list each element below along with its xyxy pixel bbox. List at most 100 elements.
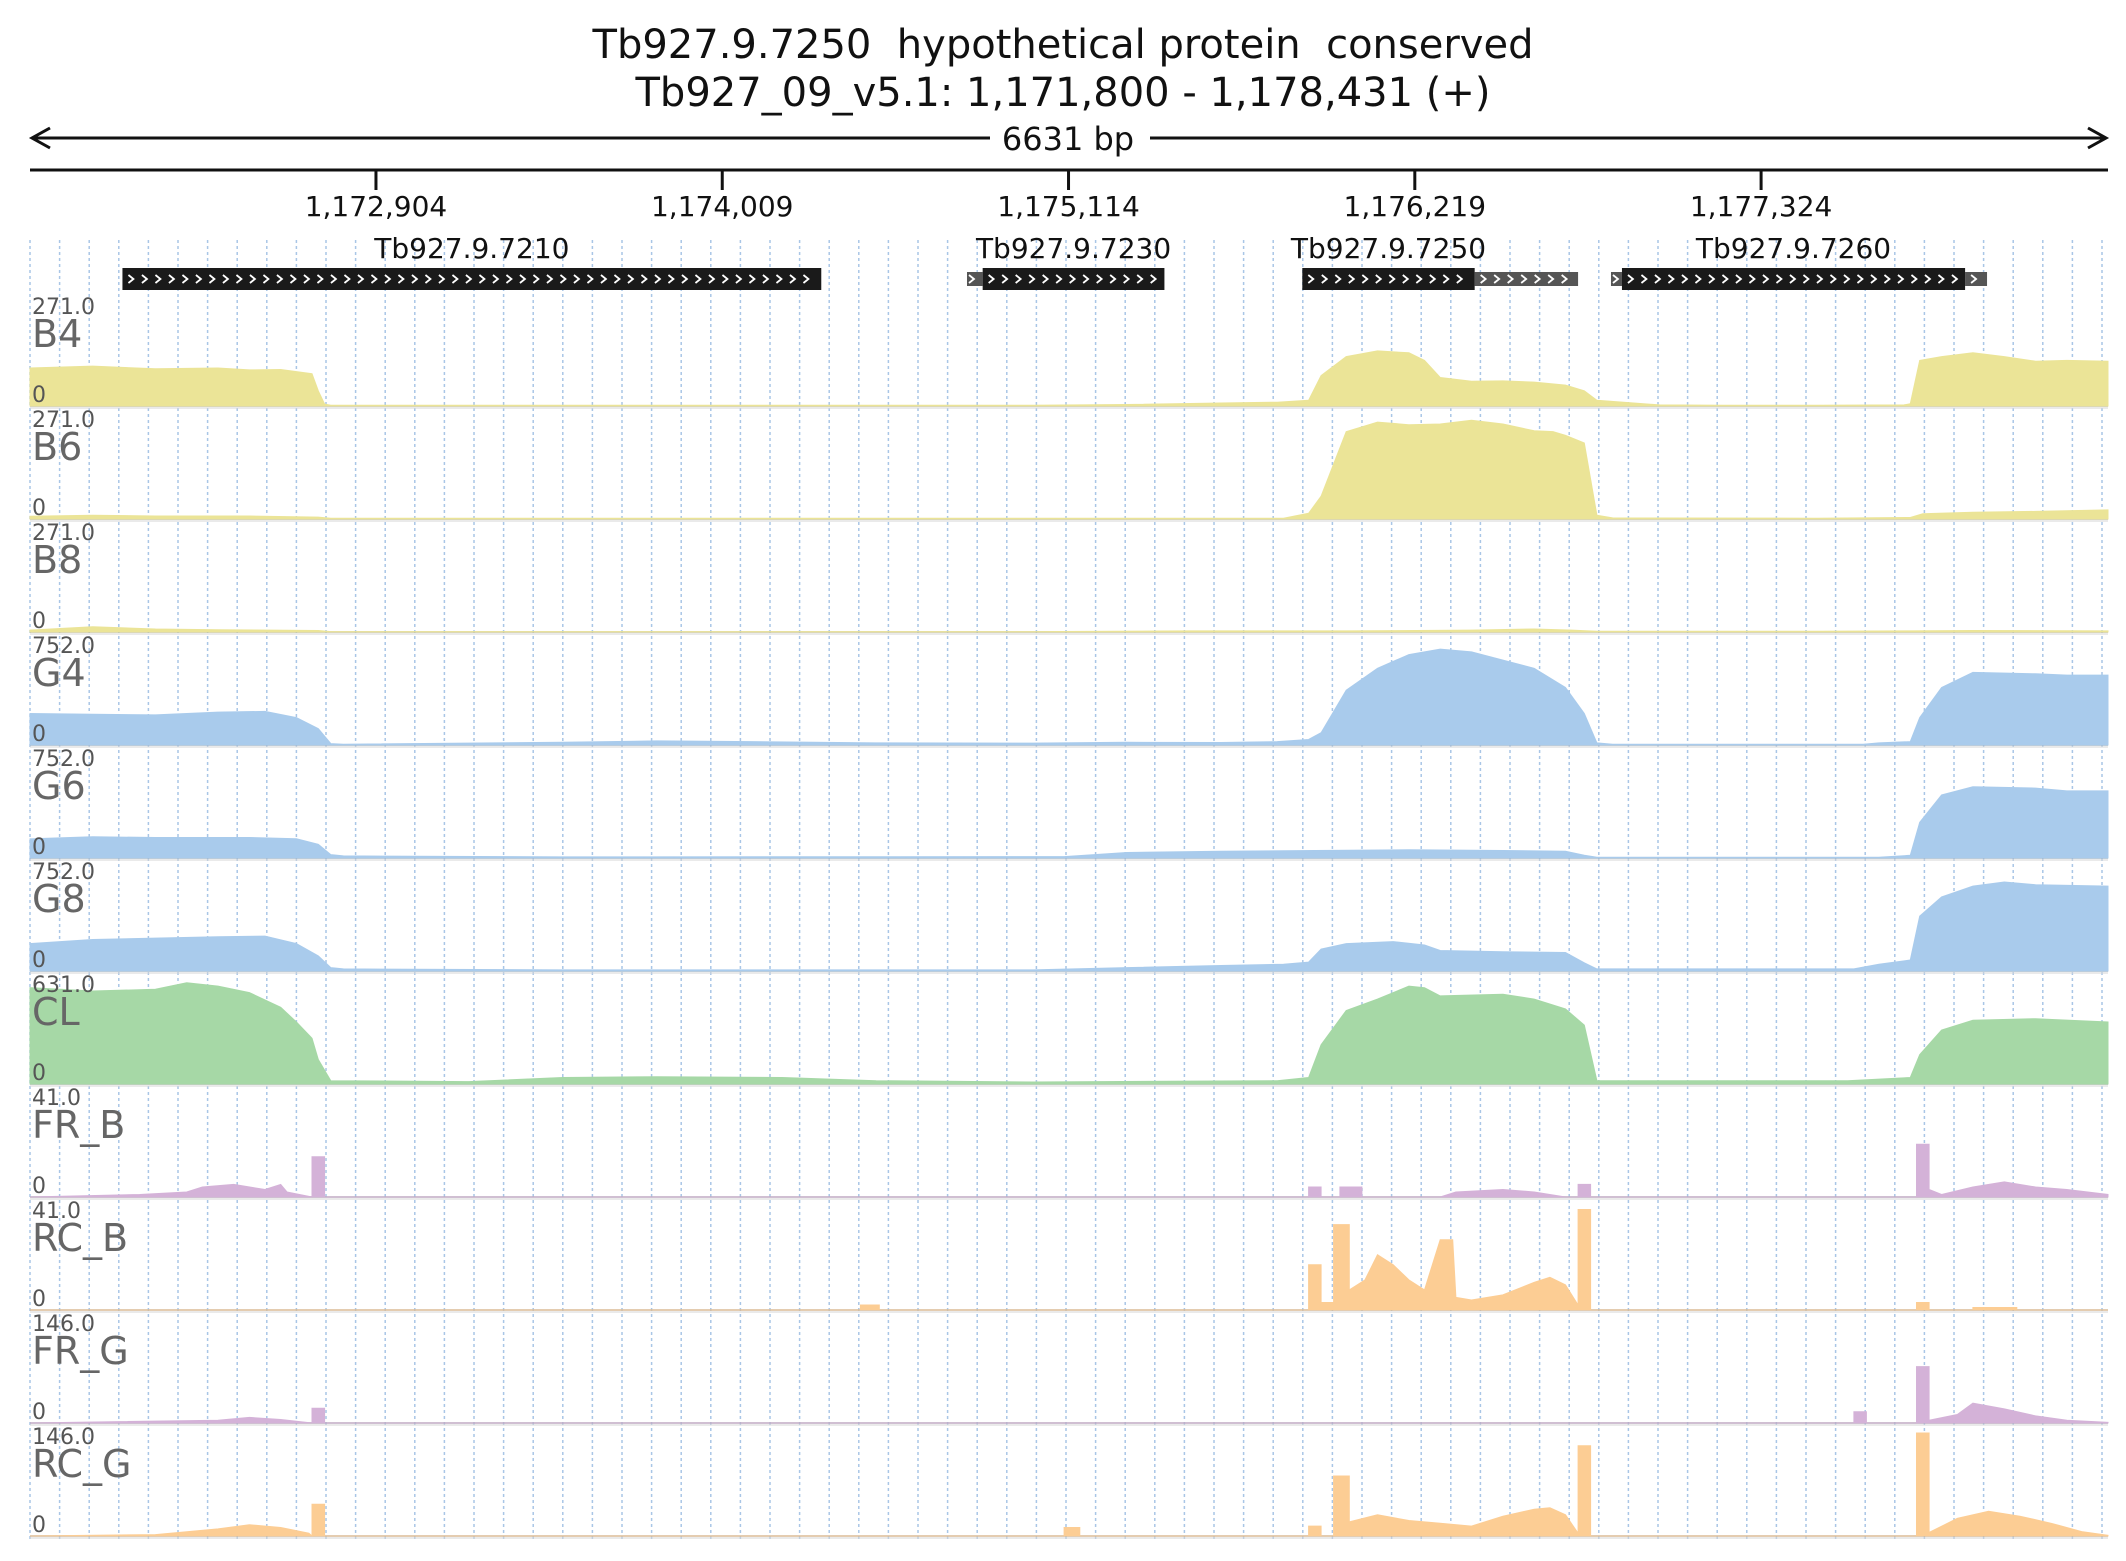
coordinate-ruler: 1,172,904 1,174,009 1,175,114 1,176,219 1,17… xyxy=(30,168,2108,223)
track-b6: 271.0B6 0 xyxy=(29,408,2109,522)
strand-chevron xyxy=(262,274,270,284)
strand-chevron xyxy=(505,274,513,284)
strand-chevron xyxy=(559,274,567,284)
grid-lines xyxy=(29,240,2103,1539)
track-max-label: 41.0 xyxy=(32,1199,81,1224)
strand-chevron xyxy=(1612,274,1620,284)
strand-chevron xyxy=(694,274,702,284)
strand-chevron xyxy=(1520,274,1528,284)
strand-chevron xyxy=(1375,274,1383,284)
span-arrow: 6631 bp xyxy=(28,120,2110,158)
gene-tb927-9-7210[interactable]: Tb927.9.7210 xyxy=(122,232,822,290)
coverage-area xyxy=(29,419,2109,520)
strand-chevron xyxy=(1001,274,1009,284)
strand-chevron xyxy=(1429,274,1437,284)
strand-chevron xyxy=(1843,274,1851,284)
track-name-label: CL xyxy=(32,990,80,1034)
strand-chevron xyxy=(1802,274,1810,284)
strand-chevron xyxy=(370,274,378,284)
strand-chevron xyxy=(654,274,662,284)
strand-chevron xyxy=(640,274,648,284)
strand-chevron xyxy=(1507,274,1515,284)
ruler-tick-label: 1,174,009 xyxy=(651,190,794,223)
cds-block xyxy=(1302,268,1475,290)
strand-chevron xyxy=(1627,274,1635,284)
gene-label: Tb927.9.7260 xyxy=(1695,232,1891,265)
gene-tb927-9-7250[interactable]: Tb927.9.7250 xyxy=(1290,232,1579,290)
track-min-label: 0 xyxy=(32,1287,46,1312)
gene-label: Tb927.9.7250 xyxy=(1290,232,1486,265)
strand-chevron xyxy=(195,274,203,284)
strand-chevron xyxy=(1708,274,1716,284)
track-min-label: 0 xyxy=(32,1400,46,1425)
coverage-area xyxy=(30,1209,2108,1311)
strand-chevron xyxy=(222,274,230,284)
strand-chevron xyxy=(1748,274,1756,284)
strand-chevron xyxy=(1109,274,1117,284)
ruler-tick-label: 1,175,114 xyxy=(997,190,1140,223)
coverage-area xyxy=(29,881,2109,972)
strand-chevron xyxy=(1561,274,1569,284)
gene-tb927-9-7260[interactable]: Tb927.9.7260 xyxy=(1610,232,1988,290)
strand-chevron xyxy=(1735,274,1743,284)
strand-chevron xyxy=(802,274,810,284)
strand-chevron xyxy=(1654,274,1662,284)
gene-label: Tb927.9.7210 xyxy=(373,232,569,265)
coverage-area xyxy=(29,982,2109,1085)
strand-chevron xyxy=(1055,274,1063,284)
strand-chevron xyxy=(235,274,243,284)
ruler-tick-label: 1,172,904 xyxy=(305,190,448,223)
strand-chevron xyxy=(303,274,311,284)
strand-chevron xyxy=(127,274,135,284)
strand-chevron xyxy=(1547,274,1555,284)
strand-chevron xyxy=(1480,274,1488,284)
strand-chevron xyxy=(1640,274,1648,284)
track-min-label: 0 xyxy=(32,1513,46,1538)
strand-chevron xyxy=(1361,274,1369,284)
track-max-label: 631.0 xyxy=(32,973,95,998)
strand-chevron xyxy=(141,274,149,284)
strand-chevron xyxy=(316,274,324,284)
strand-chevron xyxy=(397,274,405,284)
track-g6: 752.0G6 0 xyxy=(29,747,2109,861)
strand-chevron xyxy=(1883,274,1891,284)
strand-chevron xyxy=(330,274,338,284)
strand-chevron xyxy=(532,274,540,284)
strand-chevron xyxy=(519,274,527,284)
strand-chevron xyxy=(1334,274,1342,284)
strand-chevron xyxy=(1042,274,1050,284)
strand-chevron xyxy=(789,274,797,284)
strand-chevron xyxy=(1456,274,1464,284)
strand-chevron xyxy=(1415,274,1423,284)
track-g4: 752.0G4 0 xyxy=(29,634,2109,748)
strand-chevron xyxy=(708,274,716,284)
strand-chevron xyxy=(586,274,594,284)
track-name-label: G6 xyxy=(32,764,86,808)
track-max-label: 271.0 xyxy=(32,295,95,320)
strand-chevron xyxy=(762,274,770,284)
strand-chevron xyxy=(1721,274,1729,284)
strand-chevron xyxy=(735,274,743,284)
strand-chevron xyxy=(1136,274,1144,284)
track-b4: 271.0B4 0 xyxy=(29,295,2109,409)
track-min-label: 0 xyxy=(32,496,46,521)
track-min-label: 0 xyxy=(32,1174,46,1199)
utr5-block xyxy=(1610,272,1622,286)
track-name-label: FR_G xyxy=(32,1329,129,1373)
track-fr-g: 146.0FR_G 0 xyxy=(29,1312,2109,1426)
strand-chevron xyxy=(1348,274,1356,284)
track-name-label: B6 xyxy=(32,425,82,469)
strand-chevron xyxy=(968,274,976,284)
strand-chevron xyxy=(208,274,216,284)
strand-chevron xyxy=(1028,274,1036,284)
strand-chevron xyxy=(168,274,176,284)
strand-chevron xyxy=(988,274,996,284)
track-min-label: 0 xyxy=(32,722,46,747)
gene-label: Tb927.9.7230 xyxy=(975,232,1171,265)
strand-chevron xyxy=(357,274,365,284)
strand-chevron xyxy=(613,274,621,284)
gene-tb927-9-7230[interactable]: Tb927.9.7230 xyxy=(966,232,1171,290)
track-max-label: 752.0 xyxy=(32,747,95,772)
ruler-tick-label: 1,176,219 xyxy=(1344,190,1487,223)
strand-chevron xyxy=(451,274,459,284)
